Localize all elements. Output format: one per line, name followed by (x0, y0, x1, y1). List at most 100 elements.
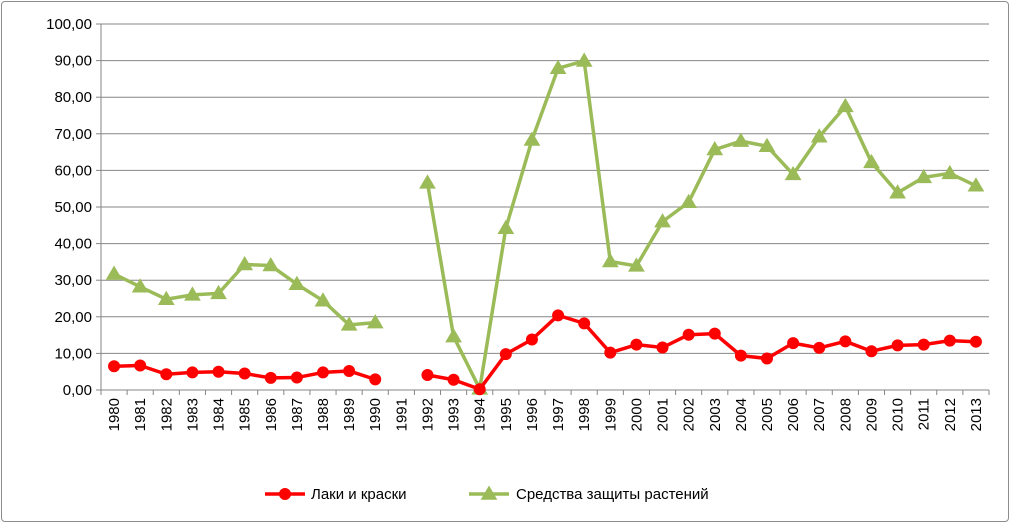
x-tick-label: 2000 (628, 398, 645, 431)
data-point (656, 341, 669, 354)
x-tick-label: 1987 (289, 398, 306, 431)
data-point (969, 335, 982, 348)
y-tick-label: 100,00 (46, 16, 92, 33)
data-point (447, 373, 460, 386)
data-point (366, 314, 384, 329)
data-point (708, 327, 721, 340)
x-tick-label: 1990 (367, 398, 384, 431)
y-tick-label: 10,00 (54, 345, 92, 362)
data-point (630, 338, 643, 351)
data-point (943, 334, 956, 347)
y-tick-labels: 0,00 10,00 20,00 30,00 40,00 50,00 60,00 70,00 8… (46, 16, 92, 399)
data-point (108, 360, 121, 373)
x-tick-label: 1995 (498, 398, 515, 431)
data-point (212, 365, 225, 378)
x-tick-label: 1993 (446, 398, 463, 431)
data-point (317, 366, 329, 379)
data-point (758, 137, 776, 152)
data-point (813, 341, 826, 354)
data-point (343, 364, 356, 377)
series-plant-protection (105, 52, 985, 395)
data-point (210, 284, 227, 300)
data-point (575, 52, 593, 67)
data-point (941, 164, 959, 180)
data-point (604, 346, 617, 359)
data-point (262, 257, 280, 272)
x-tick-label: 1997 (550, 398, 567, 431)
x-tick-label: 1980 (106, 398, 123, 431)
legend-label: Лаки и краски (311, 486, 407, 503)
data-point (419, 174, 436, 189)
legend-item: Средства защиты растений (469, 485, 709, 503)
axes (96, 23, 990, 395)
data-point (865, 345, 878, 358)
data-point (628, 257, 645, 272)
data-point (601, 253, 619, 268)
data-point (682, 328, 695, 341)
data-point (279, 488, 291, 500)
data-point (421, 368, 434, 381)
legend: Лаки и краски Средства защиты растений (265, 485, 709, 503)
x-tick-label: 1988 (315, 398, 332, 431)
y-tick-label: 80,00 (54, 89, 92, 106)
data-point (236, 255, 254, 271)
x-tick-label: 2002 (681, 398, 698, 431)
data-point (917, 338, 930, 351)
data-point (264, 371, 277, 384)
data-point (445, 328, 462, 343)
x-tick-label: 1989 (341, 398, 358, 431)
data-point (787, 337, 800, 350)
data-point (105, 265, 123, 280)
data-point (499, 348, 512, 361)
x-tick-label: 1992 (419, 398, 436, 431)
data-point (889, 184, 906, 199)
series-line (113, 262, 376, 327)
data-point (497, 219, 515, 234)
x-tick-label: 2003 (707, 398, 724, 431)
x-tick-label: 1983 (184, 398, 201, 431)
legend-label: Средства защиты растений (516, 486, 709, 503)
y-tick-label: 50,00 (54, 199, 92, 216)
data-point (525, 333, 538, 346)
data-point (314, 292, 332, 307)
x-tick-label: 1984 (211, 398, 228, 431)
data-point (784, 165, 802, 181)
data-point (732, 132, 750, 147)
data-point (706, 141, 724, 156)
legend-item: Лаки и краски (265, 486, 407, 503)
y-tick-label: 60,00 (54, 162, 92, 179)
series-line (427, 313, 977, 392)
series-line (425, 59, 977, 391)
data-point (523, 131, 541, 146)
x-tick-label: 2011 (916, 398, 933, 430)
x-tick-label: 2009 (863, 398, 880, 431)
x-tick-label: 2008 (837, 398, 854, 431)
y-tick-label: 70,00 (54, 126, 92, 143)
data-point (134, 359, 147, 372)
data-point (340, 316, 358, 331)
data-point (480, 485, 498, 500)
x-tick-label: 2013 (968, 398, 985, 431)
data-point (578, 317, 591, 330)
x-tick-label: 1981 (132, 398, 149, 431)
x-tick-label: 2004 (733, 398, 750, 431)
y-tick-label: 20,00 (54, 309, 92, 326)
data-point (238, 367, 251, 380)
x-tick-label: 2006 (785, 398, 802, 431)
grid-lines (101, 23, 989, 354)
y-tick-label: 40,00 (54, 236, 92, 253)
data-point (290, 371, 303, 384)
x-tick-label: 1994 (472, 398, 489, 431)
x-tick-label: 1991 (393, 398, 410, 431)
x-tick-label: 2010 (890, 398, 907, 431)
x-tick-labels: 1980 1981 1982 1983 1984 1985 1986 1987 1988 1989… (106, 398, 985, 431)
data-point (734, 349, 747, 362)
x-tick-label: 2012 (942, 398, 959, 431)
data-point (131, 278, 149, 293)
data-point (184, 286, 201, 301)
x-tick-label: 1999 (602, 398, 619, 431)
data-point (369, 373, 382, 386)
data-point (967, 177, 985, 192)
